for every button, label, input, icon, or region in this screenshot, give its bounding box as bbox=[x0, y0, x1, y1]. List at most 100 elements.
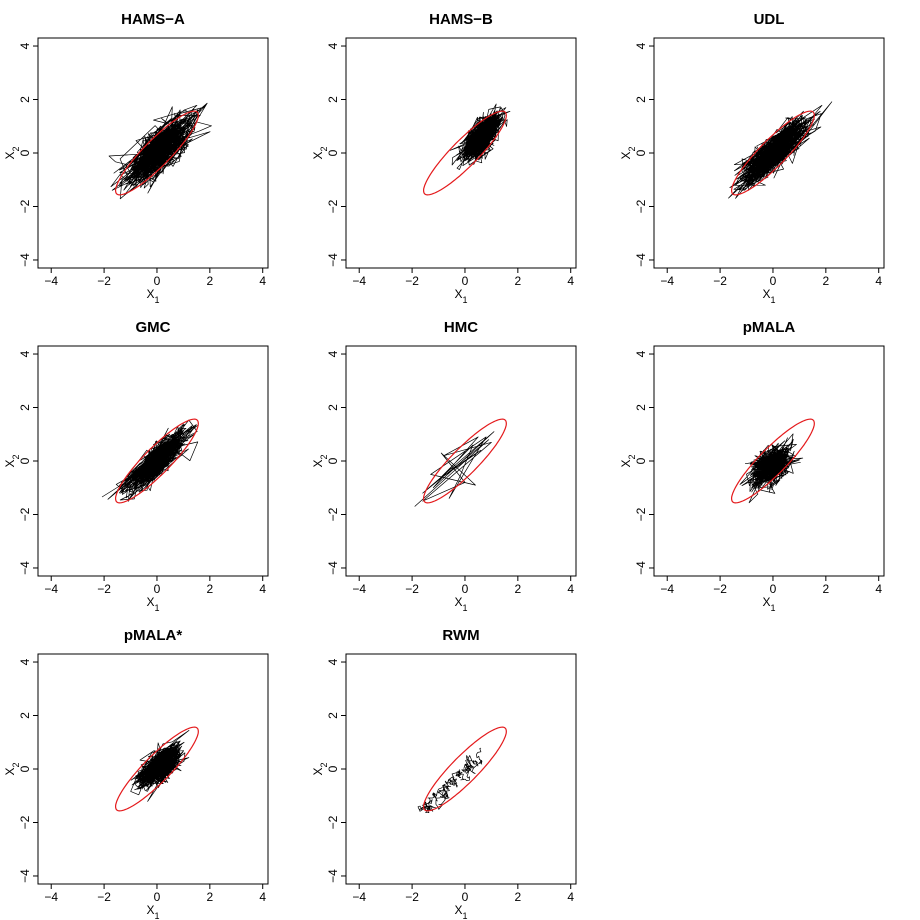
y-tick-label: 4 bbox=[18, 42, 32, 49]
x-axis-label: X1 bbox=[146, 595, 159, 613]
y-tick-label: −4 bbox=[326, 253, 340, 267]
x-tick-label: 0 bbox=[462, 582, 469, 596]
panel-title: HAMS−A bbox=[121, 11, 185, 28]
x-tick-label: −4 bbox=[660, 582, 674, 596]
x-tick-label: 4 bbox=[567, 582, 574, 596]
y-tick-label: −4 bbox=[634, 561, 648, 575]
panel-title: HAMS−B bbox=[429, 11, 493, 28]
x-tick-label: −2 bbox=[97, 890, 111, 904]
trajectory-line bbox=[101, 419, 199, 502]
y-tick-label: 2 bbox=[326, 404, 340, 411]
trajectory-line bbox=[739, 433, 804, 504]
y-tick-label: 0 bbox=[634, 457, 648, 464]
panel-title: RWM bbox=[442, 627, 479, 644]
x-axis-label: X1 bbox=[146, 287, 159, 305]
panel-title: GMC bbox=[136, 319, 171, 336]
y-tick-label: 0 bbox=[18, 149, 32, 156]
x-tick-label: 0 bbox=[154, 582, 161, 596]
x-tick-label: −2 bbox=[97, 582, 111, 596]
panel-title: UDL bbox=[754, 11, 785, 28]
x-tick-label: 0 bbox=[154, 890, 161, 904]
x-tick-label: 0 bbox=[770, 582, 777, 596]
y-tick-label: 2 bbox=[326, 712, 340, 719]
x-tick-label: 2 bbox=[206, 582, 213, 596]
x-axis-label: X1 bbox=[762, 595, 775, 613]
target-ellipse bbox=[730, 418, 815, 504]
y-tick-label: 4 bbox=[634, 42, 648, 49]
y-tick-label: −4 bbox=[18, 869, 32, 883]
x-axis-label: X1 bbox=[454, 595, 467, 613]
target-ellipse bbox=[730, 110, 815, 196]
y-tick-label: −4 bbox=[634, 253, 648, 267]
x-tick-label: −4 bbox=[352, 274, 366, 288]
target-ellipse bbox=[423, 726, 507, 812]
y-tick-label: −2 bbox=[634, 199, 648, 213]
y-tick-label: 2 bbox=[18, 712, 32, 719]
x-tick-label: 2 bbox=[514, 582, 521, 596]
x-tick-label: −2 bbox=[405, 582, 419, 596]
x-tick-label: 4 bbox=[259, 274, 266, 288]
x-axis-label: X1 bbox=[454, 903, 467, 920]
x-tick-label: 2 bbox=[822, 274, 829, 288]
x-tick-label: −2 bbox=[405, 274, 419, 288]
x-tick-label: 4 bbox=[875, 274, 882, 288]
y-tick-label: 2 bbox=[326, 96, 340, 103]
target-ellipse bbox=[423, 418, 507, 504]
x-tick-label: 0 bbox=[462, 890, 469, 904]
y-tick-label: −2 bbox=[634, 507, 648, 521]
x-tick-label: −4 bbox=[352, 890, 366, 904]
x-tick-label: 2 bbox=[206, 890, 213, 904]
trajectory-line bbox=[414, 431, 495, 507]
x-tick-label: −2 bbox=[713, 274, 727, 288]
panel-title: pMALA* bbox=[124, 627, 182, 644]
y-tick-label: 0 bbox=[18, 765, 32, 772]
x-tick-label: 4 bbox=[875, 582, 882, 596]
y-tick-label: 0 bbox=[326, 457, 340, 464]
target-ellipse bbox=[423, 110, 507, 196]
y-tick-label: 2 bbox=[18, 96, 32, 103]
y-tick-label: 4 bbox=[18, 658, 32, 665]
x-axis-label: X1 bbox=[762, 287, 775, 305]
x-tick-label: 2 bbox=[514, 274, 521, 288]
y-tick-label: −2 bbox=[18, 815, 32, 829]
x-tick-label: 4 bbox=[259, 582, 266, 596]
y-tick-label: 0 bbox=[634, 149, 648, 156]
target-ellipse bbox=[114, 726, 199, 812]
x-tick-label: −4 bbox=[352, 582, 366, 596]
trajectory-line bbox=[108, 102, 212, 200]
y-tick-label: 2 bbox=[634, 96, 648, 103]
plot-frame bbox=[345, 653, 577, 885]
x-tick-label: 0 bbox=[154, 274, 161, 288]
x-tick-label: 4 bbox=[567, 274, 574, 288]
y-tick-label: −2 bbox=[326, 199, 340, 213]
x-tick-label: 4 bbox=[567, 890, 574, 904]
y-tick-label: 0 bbox=[18, 457, 32, 464]
x-tick-label: −4 bbox=[44, 890, 58, 904]
y-tick-label: −4 bbox=[326, 869, 340, 883]
x-tick-label: 2 bbox=[206, 274, 213, 288]
y-tick-label: 0 bbox=[326, 149, 340, 156]
panel-title: HMC bbox=[444, 319, 478, 336]
trajectory-line bbox=[728, 101, 833, 199]
y-tick-label: 4 bbox=[634, 350, 648, 357]
plot-frame bbox=[345, 345, 577, 577]
y-tick-label: −4 bbox=[18, 253, 32, 267]
x-tick-label: −4 bbox=[44, 274, 58, 288]
trajectory-line bbox=[449, 103, 511, 170]
y-tick-label: 2 bbox=[634, 404, 648, 411]
y-tick-label: −2 bbox=[18, 507, 32, 521]
x-tick-label: 0 bbox=[462, 274, 469, 288]
x-tick-label: −2 bbox=[405, 890, 419, 904]
y-tick-label: 4 bbox=[18, 350, 32, 357]
trajectory-line bbox=[417, 747, 483, 814]
y-tick-label: 4 bbox=[326, 658, 340, 665]
target-ellipse bbox=[114, 418, 199, 504]
